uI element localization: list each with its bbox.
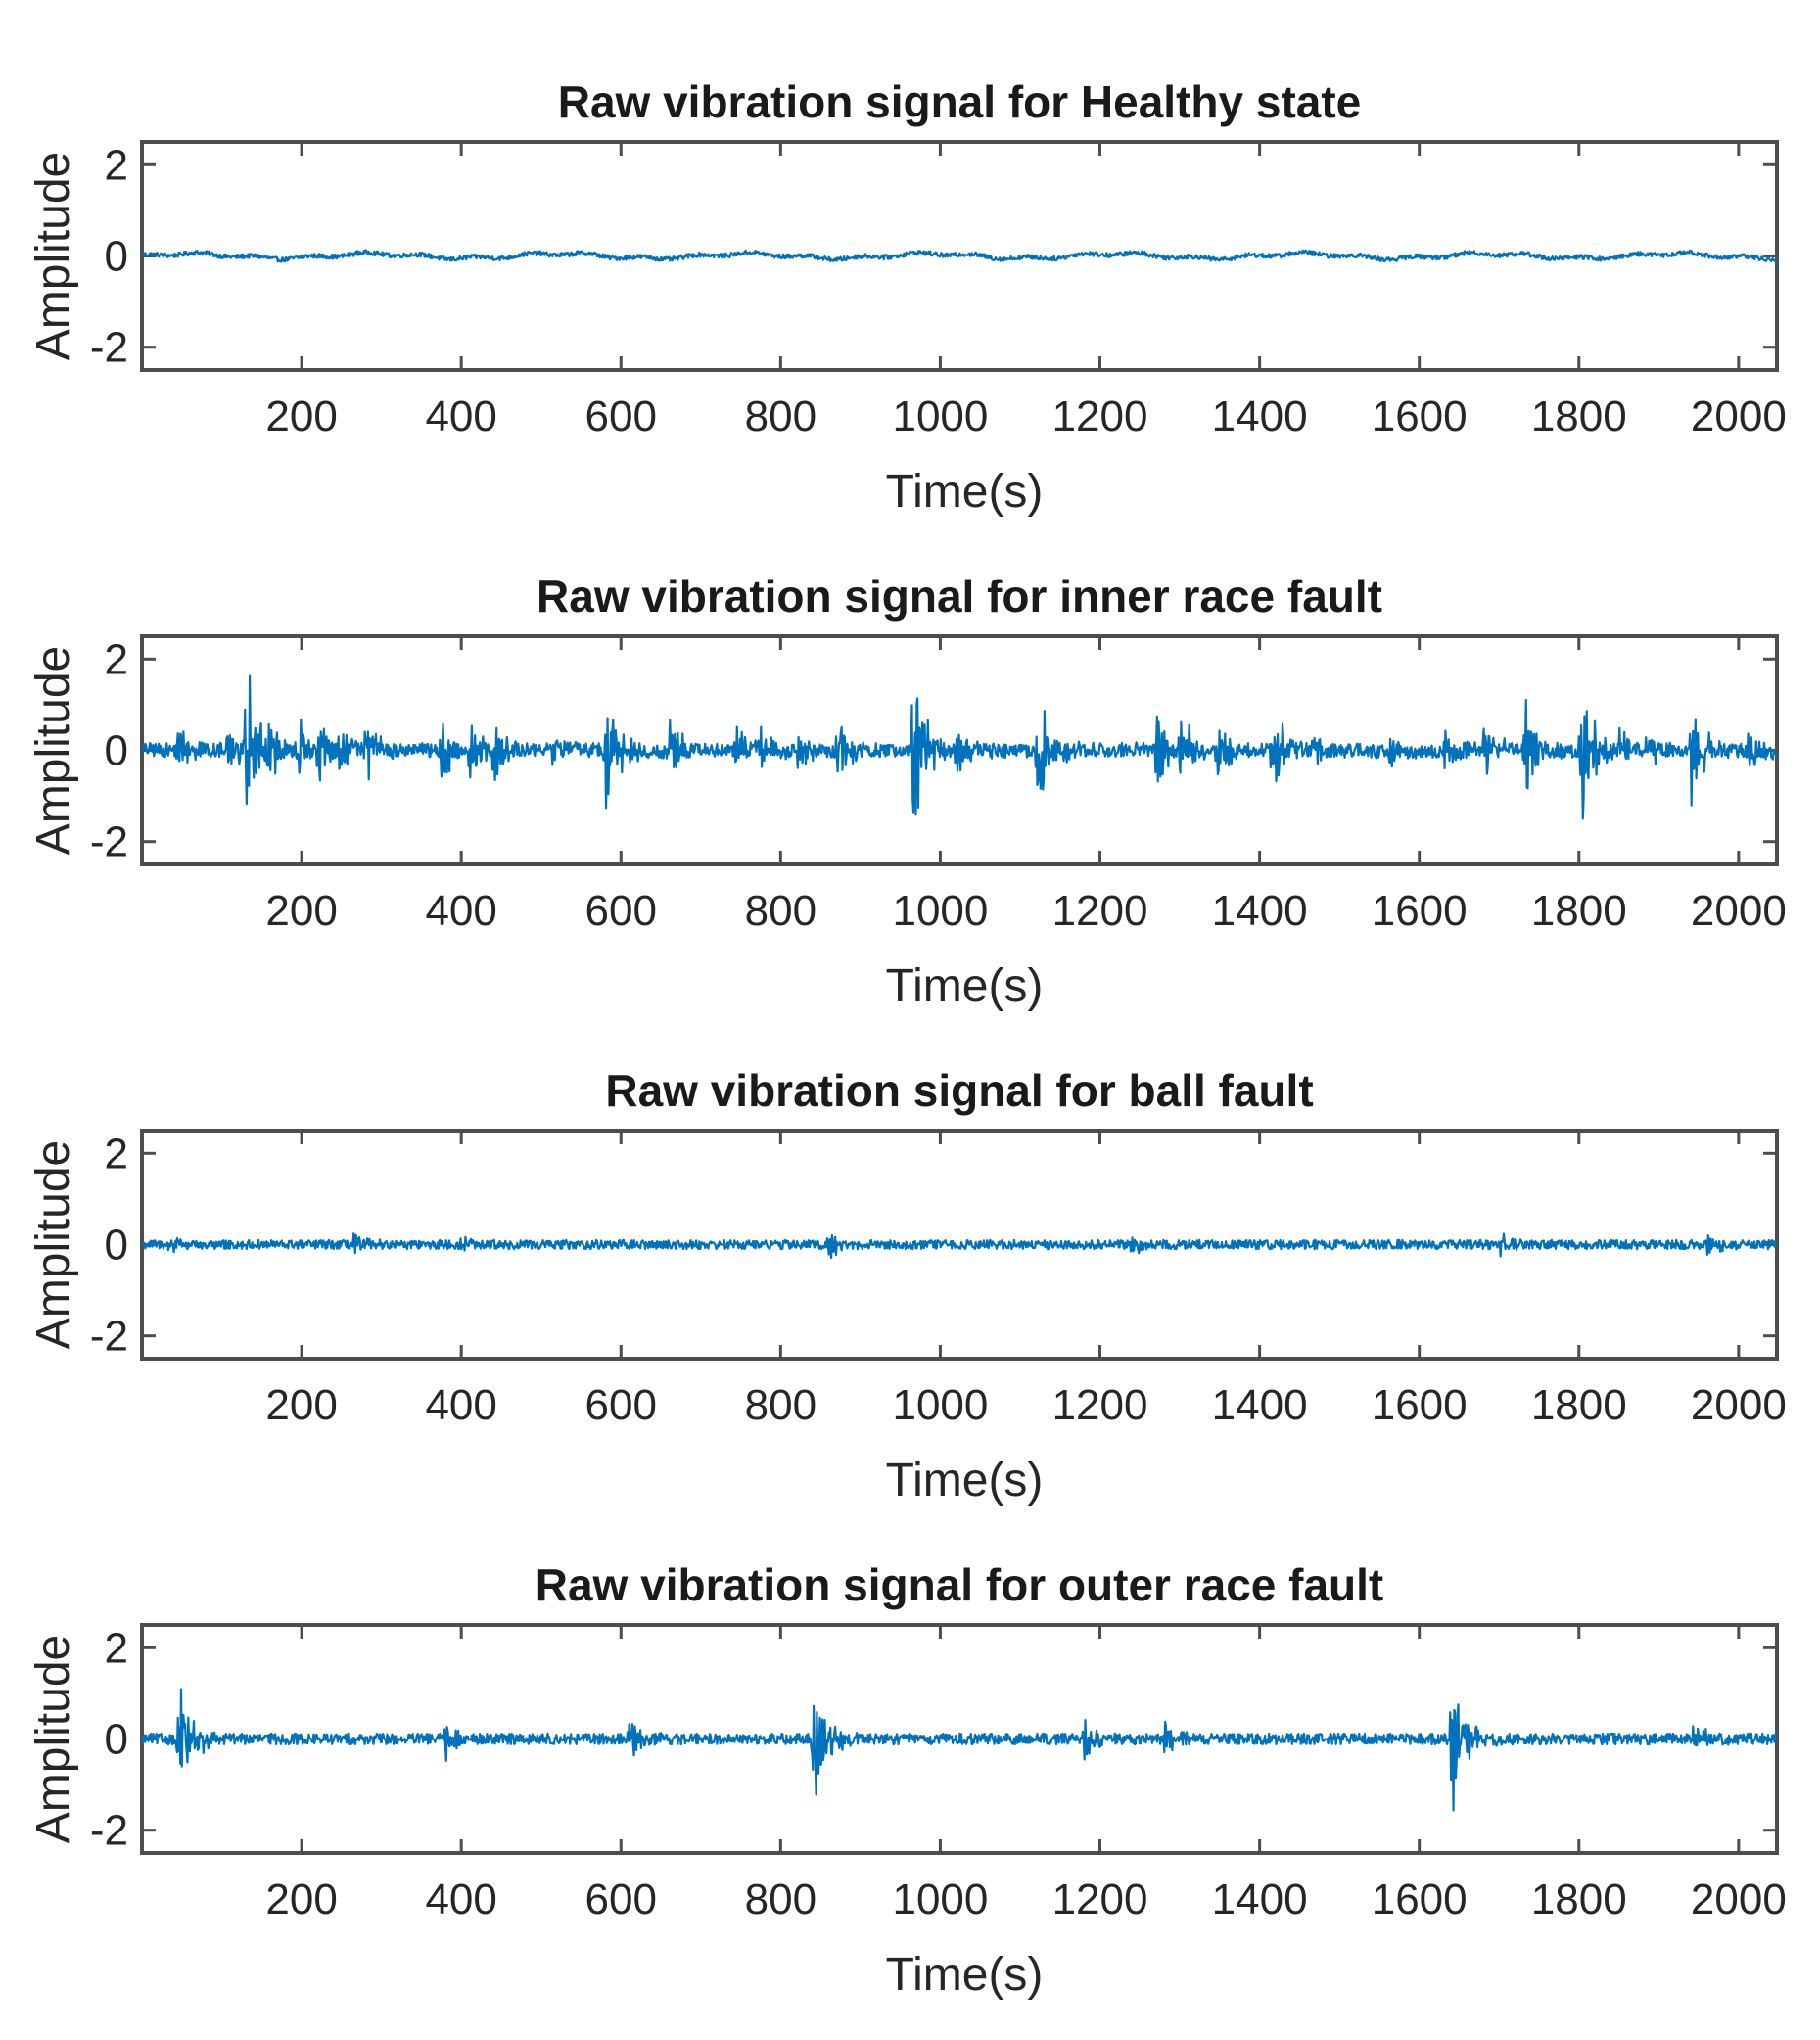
- y-tick-label: 2: [105, 141, 128, 189]
- x-tick-label: 600: [585, 393, 657, 440]
- subplot-title: Raw vibration signal for inner race faul…: [537, 571, 1382, 622]
- x-tick-label: 1200: [1052, 1381, 1148, 1429]
- x-tick-label: 1000: [892, 393, 988, 440]
- y-axis-label: Amplitude: [27, 1140, 79, 1349]
- x-tick-label: 800: [745, 1381, 817, 1429]
- subplot-4: Raw vibration signal for outer race faul…: [27, 1559, 1787, 2001]
- x-tick-label: 1800: [1531, 1876, 1627, 1924]
- x-axis-label: Time(s): [886, 960, 1044, 1012]
- y-tick-label: -2: [90, 818, 128, 866]
- y-tick-label: 0: [105, 727, 128, 775]
- y-tick-label: -2: [90, 1807, 128, 1855]
- signal-line: [142, 1232, 1777, 1260]
- x-tick-label: 1800: [1531, 887, 1627, 935]
- signal-line: [142, 1688, 1777, 1812]
- x-tick-label: 1200: [1052, 393, 1148, 440]
- x-axis-label: Time(s): [886, 1949, 1044, 2001]
- y-tick-label: 2: [105, 1624, 128, 1672]
- x-tick-label: 1600: [1372, 393, 1468, 440]
- y-tick-label: 2: [105, 1130, 128, 1178]
- x-tick-label: 1600: [1372, 1876, 1468, 1924]
- x-tick-label: 1600: [1372, 887, 1468, 935]
- x-tick-label: 1000: [892, 887, 988, 935]
- x-tick-label: 400: [425, 1876, 496, 1924]
- x-tick-label: 1400: [1212, 393, 1308, 440]
- x-tick-label: 1200: [1052, 887, 1148, 935]
- y-axis-label: Amplitude: [27, 646, 79, 855]
- x-tick-label: 1800: [1531, 1381, 1627, 1429]
- x-tick-label: 1400: [1212, 1876, 1308, 1924]
- x-tick-label: 1400: [1212, 887, 1308, 935]
- x-tick-label: 800: [745, 393, 817, 440]
- subplot-title: Raw vibration signal for Healthy state: [558, 76, 1362, 127]
- x-tick-label: 1000: [892, 1381, 988, 1429]
- y-tick-label: 0: [105, 233, 128, 281]
- x-tick-label: 400: [425, 393, 496, 440]
- x-tick-label: 1800: [1531, 393, 1627, 440]
- subplot-title: Raw vibration signal for outer race faul…: [536, 1559, 1384, 1610]
- x-tick-label: 2000: [1691, 1381, 1787, 1429]
- x-tick-label: 800: [745, 887, 817, 935]
- subplot-title: Raw vibration signal for ball fault: [605, 1065, 1313, 1116]
- y-tick-label: 2: [105, 635, 128, 683]
- y-tick-label: 0: [105, 1222, 128, 1270]
- x-tick-label: 2000: [1691, 1876, 1787, 1924]
- y-tick-label: 0: [105, 1716, 128, 1764]
- x-axis-label: Time(s): [886, 466, 1044, 518]
- y-axis-label: Amplitude: [27, 1635, 79, 1843]
- x-tick-label: 1000: [892, 1876, 988, 1924]
- signal-line: [142, 249, 1777, 263]
- y-tick-label: -2: [90, 1313, 128, 1361]
- x-tick-label: 200: [265, 1876, 337, 1924]
- y-axis-label: Amplitude: [27, 152, 79, 360]
- x-tick-label: 200: [265, 393, 337, 440]
- x-tick-label: 200: [265, 1381, 337, 1429]
- x-tick-label: 1600: [1372, 1381, 1468, 1429]
- x-tick-label: 400: [425, 1381, 496, 1429]
- x-tick-label: 600: [585, 1876, 657, 1924]
- signal-line: [142, 674, 1777, 820]
- subplot-2: Raw vibration signal for inner race faul…: [27, 571, 1787, 1012]
- subplot-3: Raw vibration signal for ball fault 200 40…: [27, 1065, 1787, 1507]
- x-axis-label: Time(s): [886, 1455, 1044, 1507]
- x-tick-label: 600: [585, 887, 657, 935]
- y-tick-label: -2: [90, 324, 128, 372]
- x-tick-label: 1400: [1212, 1381, 1308, 1429]
- x-tick-label: 2000: [1691, 393, 1787, 440]
- x-tick-label: 200: [265, 887, 337, 935]
- x-tick-label: 2000: [1691, 887, 1787, 935]
- subplot-1: Raw vibration signal for Healthy state20…: [27, 76, 1787, 518]
- x-tick-label: 600: [585, 1381, 657, 1429]
- x-tick-label: 800: [745, 1876, 817, 1924]
- x-tick-label: 1200: [1052, 1876, 1148, 1924]
- x-tick-label: 400: [425, 887, 496, 935]
